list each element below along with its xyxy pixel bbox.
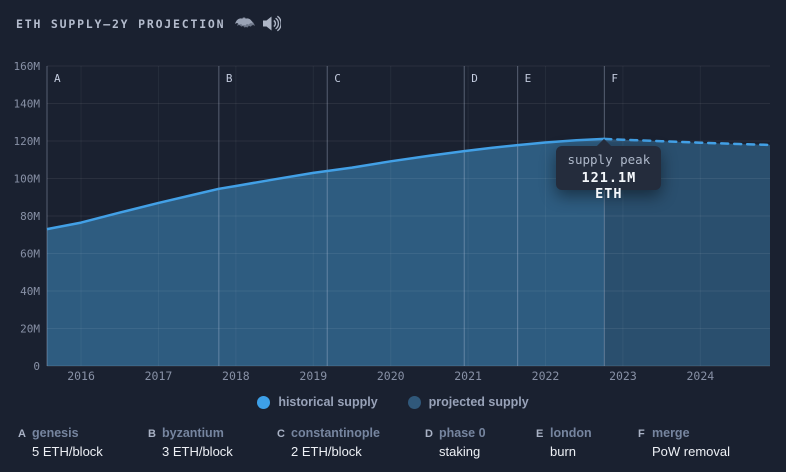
milestone-name: phase 0 xyxy=(439,426,486,440)
milestone-name: genesis xyxy=(32,426,79,440)
milestone-name: constantinople xyxy=(291,426,380,440)
milestone-key: D xyxy=(425,428,433,440)
milestone-letter-B: B xyxy=(226,72,233,85)
milestone-letter-E: E xyxy=(525,72,532,85)
x-tick-label: 2018 xyxy=(222,369,250,383)
milestone-desc: burn xyxy=(550,444,577,459)
marker-lines xyxy=(46,66,605,366)
tooltip-value: 121.1M ETH xyxy=(581,169,637,202)
marker-labels: A B C D E F xyxy=(54,72,618,85)
y-tick-labels: 0 20M 40M 60M 80M 100M 120M 140M 160M xyxy=(14,60,41,373)
milestone-name: london xyxy=(550,426,592,440)
x-tick-label: 2017 xyxy=(145,369,173,383)
legend: historical supply projected supply xyxy=(0,393,786,411)
milestone-desc: staking xyxy=(439,444,481,459)
legend-dot-icon xyxy=(257,395,271,409)
milestone-key: C xyxy=(277,428,285,440)
chart-area: 0 20M 40M 60M 80M 100M 120M 140M 160M 2016 2017 201… xyxy=(0,38,786,383)
milestone-letter-F: F xyxy=(611,72,618,85)
y-tick-label: 140M xyxy=(14,98,41,111)
tooltip-label: supply peak xyxy=(567,151,651,167)
milestone-desc: PoW removal xyxy=(652,444,731,459)
x-tick-label: 2024 xyxy=(686,369,714,383)
y-tick-label: 20M xyxy=(20,323,40,336)
milestone-name: byzantium xyxy=(162,426,224,440)
milestone-name: merge xyxy=(652,426,690,440)
x-tick-label: 2019 xyxy=(299,369,327,383)
header-icons xyxy=(234,15,282,32)
projected-line[interactable] xyxy=(603,137,772,147)
legend-item-historical[interactable]: historical supply xyxy=(257,395,378,409)
legend-label: historical supply xyxy=(278,395,378,409)
y-tick-label: 160M xyxy=(14,60,41,73)
milestone-desc: 2 ETH/block xyxy=(291,444,362,459)
y-tick-label: 80M xyxy=(20,210,40,223)
milestone-letter-C: C xyxy=(334,72,341,85)
x-tick-labels: 2016 2017 2018 2019 2020 2021 2022 2023 2024 xyxy=(67,369,714,383)
x-tick-label: 2023 xyxy=(609,369,637,383)
bat-icon xyxy=(235,17,256,28)
x-tick-label: 2021 xyxy=(454,369,482,383)
historical-line[interactable] xyxy=(46,137,605,231)
milestone-key: E xyxy=(536,428,544,440)
x-tick-label: 2020 xyxy=(377,369,405,383)
y-tick-label: 120M xyxy=(14,135,41,148)
projected-area[interactable] xyxy=(604,138,770,366)
speaker-icon[interactable] xyxy=(263,15,282,32)
x-tick-label: 2022 xyxy=(532,369,560,383)
milestone-key: A xyxy=(18,428,26,440)
legend-dot-icon xyxy=(407,395,421,409)
x-gridlines xyxy=(80,66,701,366)
legend-item-projected[interactable]: projected supply xyxy=(407,395,529,409)
milestone-desc: 5 ETH/block xyxy=(32,444,103,459)
legend-label: projected supply xyxy=(428,395,529,409)
supply-peak-tooltip: supply peak 121.1M ETH xyxy=(556,145,662,202)
historical-area[interactable] xyxy=(47,138,605,366)
y-tick-label: 60M xyxy=(20,248,40,261)
milestone-desc: 3 ETH/block xyxy=(162,444,233,459)
y-tick-label: 40M xyxy=(20,285,40,298)
header: ETH SUPPLY—2Y PROJECTION xyxy=(0,0,786,38)
y-tick-label: 100M xyxy=(14,173,41,186)
milestone-key: F xyxy=(638,428,645,440)
x-tick-label: 2016 xyxy=(67,369,95,383)
series-areas xyxy=(47,138,770,366)
page-title: ETH SUPPLY—2Y PROJECTION xyxy=(16,16,226,31)
milestone-letter-D: D xyxy=(471,72,478,85)
y-tick-label: 0 xyxy=(33,360,40,373)
milestone-key: B xyxy=(148,428,156,440)
milestone-letter-A: A xyxy=(54,72,61,85)
